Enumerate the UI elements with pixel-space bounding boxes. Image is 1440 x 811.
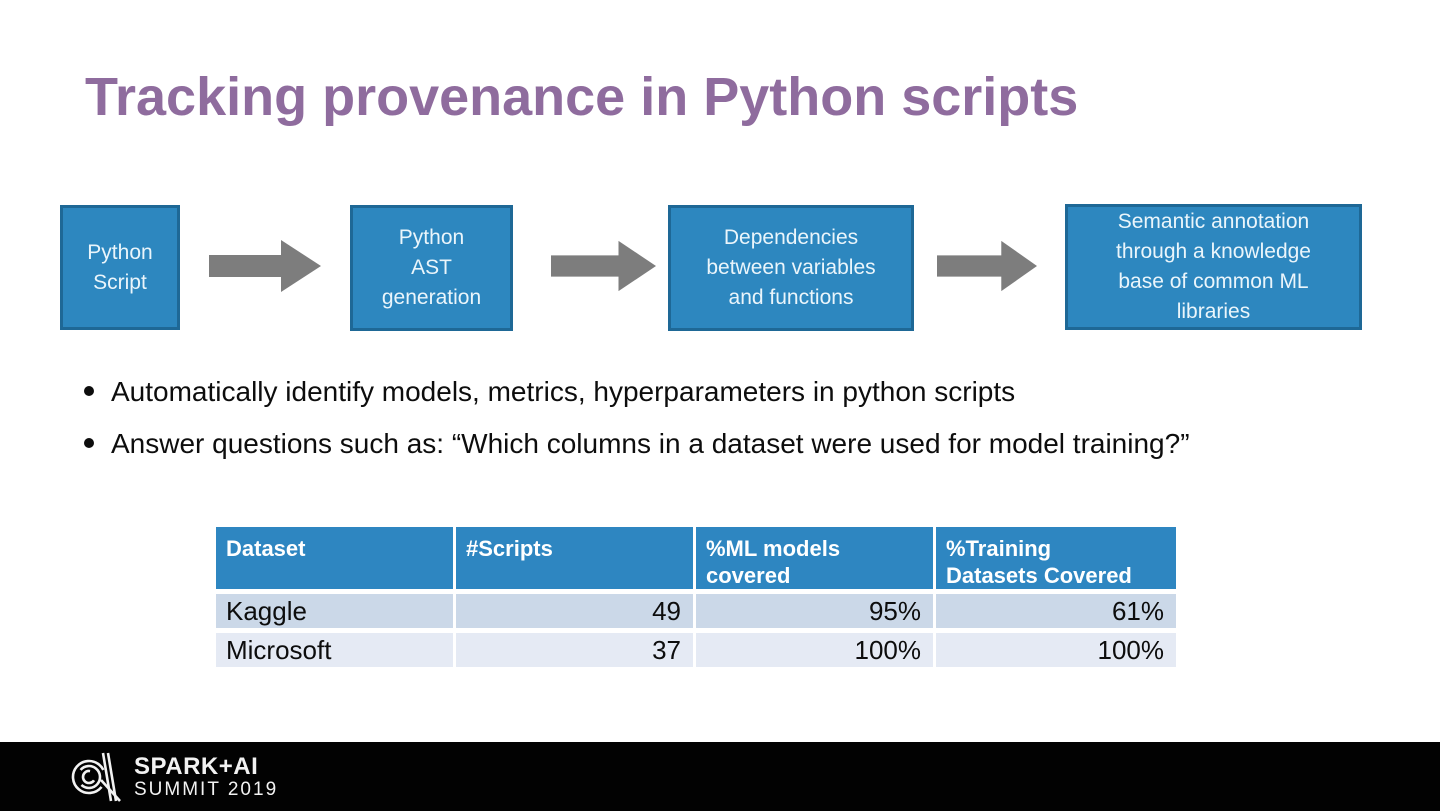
bullet-dot bbox=[84, 438, 94, 448]
table-row: Kaggle 49 95% 61% bbox=[216, 589, 1176, 628]
flow-step-label: Python Script bbox=[87, 240, 153, 294]
cell-ml-models-covered: 95% bbox=[696, 589, 936, 628]
cell-training-datasets-covered: 61% bbox=[936, 589, 1176, 628]
arrow-right-icon bbox=[937, 240, 1037, 292]
summit-monogram-icon bbox=[71, 752, 121, 802]
cell-dataset: Kaggle bbox=[216, 589, 456, 628]
bullet-text: Automatically identify models, metrics, … bbox=[111, 376, 1016, 407]
col-header-ml-models-covered: %ML models covered bbox=[696, 527, 936, 589]
spark-ai-summit-logo: SPARK+AI SUMMIT 2019 bbox=[70, 750, 278, 804]
flow-step-ast-generation: Python AST generation bbox=[350, 205, 513, 331]
cell-ml-models-covered: 100% bbox=[696, 628, 936, 667]
arrow-right-icon bbox=[551, 240, 656, 292]
logo-primary-text: SPARK+AI bbox=[134, 752, 259, 780]
table-header-row: Dataset #Scripts %ML models covered %Tra… bbox=[216, 527, 1176, 589]
cell-scripts: 37 bbox=[456, 628, 696, 667]
flow-step-label: Dependencies between variables and funct… bbox=[706, 226, 876, 309]
bullet-text: Answer questions such as: “Which columns… bbox=[111, 428, 1190, 459]
flow-step-dependencies: Dependencies between variables and funct… bbox=[668, 205, 914, 331]
cell-scripts: 49 bbox=[456, 589, 696, 628]
bullet-dot bbox=[84, 386, 94, 396]
col-header-scripts: #Scripts bbox=[456, 527, 696, 589]
bullet-list: Automatically identify models, metrics, … bbox=[84, 374, 1239, 478]
col-header-dataset: Dataset bbox=[216, 527, 456, 589]
col-header-training-datasets-covered: %Training Datasets Covered bbox=[936, 527, 1176, 589]
footer-bar: SPARK+AI SUMMIT 2019 bbox=[0, 742, 1440, 811]
flow-step-python-script: Python Script bbox=[60, 205, 180, 330]
flow-step-semantic-annotation: Semantic annotation through a knowledge … bbox=[1065, 204, 1362, 330]
flow-step-label: Python AST generation bbox=[381, 226, 482, 309]
bullet-item: Automatically identify models, metrics, … bbox=[84, 374, 1239, 410]
table-row: Microsoft 37 100% 100% bbox=[216, 628, 1176, 667]
cell-training-datasets-covered: 100% bbox=[936, 628, 1176, 667]
cell-dataset: Microsoft bbox=[216, 628, 456, 667]
slide-title: Tracking provenance in Python scripts bbox=[85, 67, 1079, 127]
flow-step-label: Semantic annotation through a knowledge … bbox=[1116, 210, 1311, 323]
arrow-right-icon bbox=[209, 240, 321, 292]
logo-text: SPARK+AI SUMMIT 2019 bbox=[134, 754, 278, 800]
bullet-item: Answer questions such as: “Which columns… bbox=[84, 426, 1239, 462]
logo-secondary-text: SUMMIT 2019 bbox=[134, 778, 279, 800]
results-table: Dataset #Scripts %ML models covered %Tra… bbox=[216, 527, 1176, 667]
